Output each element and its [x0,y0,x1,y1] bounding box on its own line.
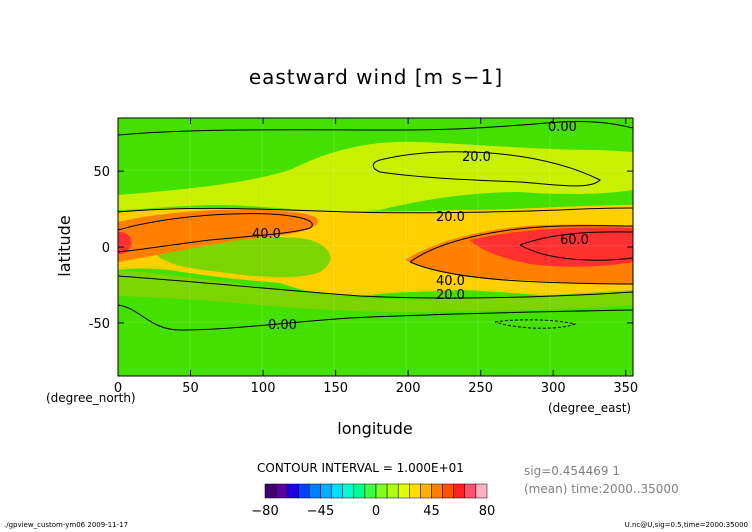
y-axis-unit: (degree_north) [46,391,136,405]
grid [118,118,633,376]
contour-interval: CONTOUR INTERVAL = 1.000E+01 [257,461,464,475]
contour-lines [117,121,634,331]
colorbar-swatch [442,483,454,499]
x-tick-label: 150 [323,381,348,396]
sig-info: sig=0.454469 1 [524,464,620,478]
colorbar-swatch [353,483,366,499]
contour-label: 40.0 [436,274,465,289]
colorbar-tick-label: −80 [251,504,278,519]
x-axis-unit: (degree_east) [548,401,631,415]
colorbar-swatch [420,483,432,499]
colorbar-swatch [431,483,443,499]
contour-0-south [117,304,634,331]
chart-title: eastward wind [m s−1] [249,65,503,89]
colorbar-swatch [475,483,488,499]
footer-right: U.nc@U,sig=0.5,time=2000:35000 [625,521,748,529]
contour-dashed [494,319,577,329]
zone-subtropical-jet [118,209,319,262]
colorbar-swatch [320,483,332,499]
footer-left: ./gpview_custom-ym06 2009-11-17 [4,521,128,529]
y-tick-label: 0 [102,241,110,256]
colorbar-ticks: −80 −45 0 45 80 [251,504,495,519]
contour-fills [118,141,633,312]
y-tick-label: -50 [89,317,110,332]
contour-20-north [372,151,601,187]
colorbar-tick-label: 0 [372,504,380,519]
colorbar-swatch [264,483,277,499]
x-tick-label: 50 [182,381,199,396]
contour-40-west [117,213,313,253]
colorbar-swatch [331,483,343,499]
colorbar-swatch [275,483,288,499]
contour-40-east [409,225,634,285]
y-axis-label: latitude [55,215,74,276]
x-axis-label: longitude [337,419,412,438]
zone-jet-core-east [470,227,633,267]
colorbar-swatch [397,483,410,499]
contour-label: 0.00 [268,318,297,333]
x-tick-label: 0 [114,381,122,396]
contour-label: 60.0 [560,233,589,248]
zone-south-band [118,270,633,312]
contour-0-north [117,121,634,136]
y-tick-label: 50 [93,165,110,180]
colorbar-swatch [309,483,321,499]
x-tick-label: 350 [613,381,638,396]
y-axis-ticks: 50 0 -50 [89,165,633,332]
colorbar-tick-label: 80 [479,504,496,519]
colorbar-swatch [375,483,388,499]
contour-20-south [117,275,634,299]
colorbar-swatch [409,483,421,499]
x-tick-label: 250 [468,381,493,396]
x-tick-label: 300 [541,381,566,396]
contour-label: 40.0 [252,227,281,242]
contour-label: 20.0 [462,150,491,165]
zone-north-mid [118,141,633,212]
colorbar-swatch [453,483,466,499]
x-axis-ticks: 0 50 100 150 200 250 300 350 [114,118,638,396]
contour-20-mid [117,207,634,214]
colorbar-swatch [286,483,299,499]
x-tick-label: 100 [251,381,276,396]
colorbar-swatch [386,483,399,499]
colorbar [264,483,488,499]
contour-label-group: 0.00 20.0 20.0 40.0 60.0 40.0 20.0 0.00 [252,120,589,333]
contour-label: 0.00 [548,120,577,135]
colorbar-swatch [364,483,377,499]
colorbar-tick-label: 45 [423,504,440,519]
contour-label: 20.0 [436,210,465,225]
colorbar-swatch [298,483,310,499]
contour-label: 20.0 [436,288,465,303]
zone-jet-core-west [118,232,132,254]
x-tick-label: 200 [396,381,421,396]
colorbar-swatch [464,483,477,499]
colorbar-swatch [342,483,355,499]
colorbar-tick-label: −45 [307,504,334,519]
time-info: (mean) time:2000..35000 [524,482,679,496]
